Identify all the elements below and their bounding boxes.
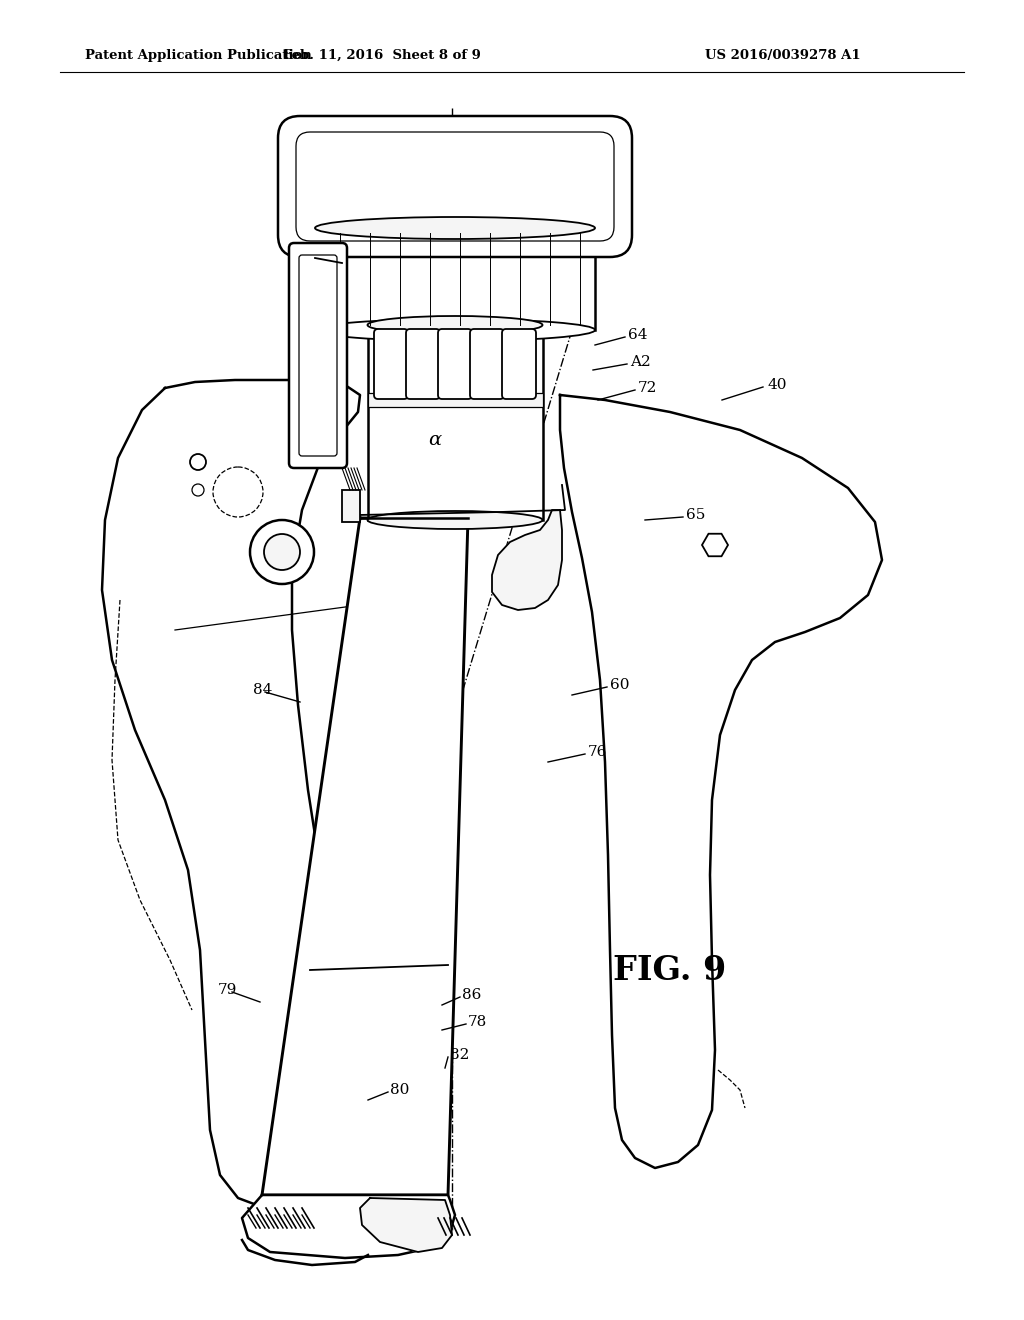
Text: A1: A1 — [534, 125, 555, 140]
Text: 82: 82 — [450, 1048, 469, 1063]
FancyBboxPatch shape — [438, 329, 472, 399]
Text: FIG. 9: FIG. 9 — [613, 953, 727, 986]
Text: 64: 64 — [628, 327, 647, 342]
Text: US 2016/0039278 A1: US 2016/0039278 A1 — [705, 49, 860, 62]
Text: 80: 80 — [390, 1082, 410, 1097]
FancyBboxPatch shape — [406, 329, 440, 399]
Ellipse shape — [368, 315, 543, 334]
FancyBboxPatch shape — [278, 116, 632, 257]
Text: 72: 72 — [638, 381, 657, 395]
Text: 86: 86 — [462, 987, 481, 1002]
Bar — [342, 490, 360, 521]
FancyBboxPatch shape — [470, 329, 504, 399]
Bar — [315, 228, 595, 330]
Polygon shape — [262, 517, 468, 1195]
FancyBboxPatch shape — [502, 329, 536, 399]
Polygon shape — [102, 380, 360, 1210]
Circle shape — [193, 484, 204, 496]
FancyBboxPatch shape — [374, 329, 408, 399]
Text: 84: 84 — [253, 682, 272, 697]
Circle shape — [264, 535, 300, 570]
Text: 76: 76 — [588, 744, 607, 759]
Text: A2: A2 — [630, 355, 650, 370]
Ellipse shape — [315, 319, 595, 341]
Bar — [368, 393, 543, 407]
Text: 40: 40 — [768, 378, 787, 392]
Text: α: α — [428, 432, 441, 449]
Text: 79: 79 — [218, 983, 238, 997]
Bar — [368, 325, 543, 520]
Ellipse shape — [368, 511, 543, 529]
Polygon shape — [560, 395, 882, 1168]
Text: 78: 78 — [468, 1015, 487, 1030]
Polygon shape — [242, 1195, 455, 1258]
Polygon shape — [360, 1199, 452, 1251]
FancyBboxPatch shape — [289, 243, 347, 469]
Polygon shape — [492, 510, 562, 610]
Text: Feb. 11, 2016  Sheet 8 of 9: Feb. 11, 2016 Sheet 8 of 9 — [283, 49, 481, 62]
Text: 65: 65 — [686, 508, 706, 521]
Circle shape — [190, 454, 206, 470]
Text: 60: 60 — [610, 678, 630, 692]
Ellipse shape — [315, 216, 595, 239]
Text: Patent Application Publication: Patent Application Publication — [85, 49, 311, 62]
Circle shape — [250, 520, 314, 583]
